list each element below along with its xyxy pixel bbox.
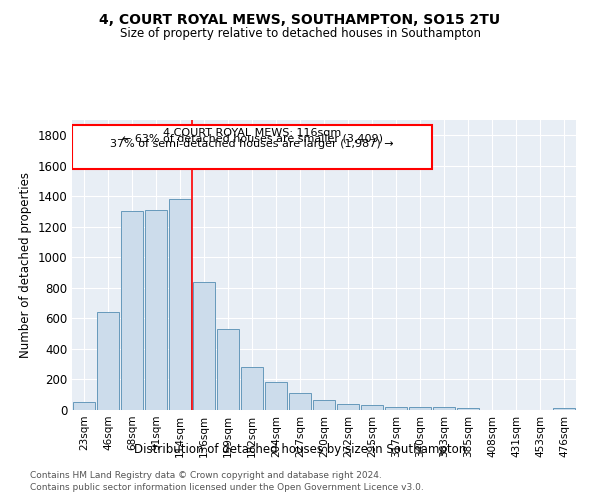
Bar [409, 408, 431, 410]
FancyBboxPatch shape [72, 124, 432, 169]
Bar [265, 382, 287, 410]
Text: Size of property relative to detached houses in Southampton: Size of property relative to detached ho… [119, 28, 481, 40]
Bar [289, 393, 311, 410]
Text: Distribution of detached houses by size in Southampton: Distribution of detached houses by size … [134, 442, 466, 456]
Bar [553, 408, 575, 410]
Text: 37% of semi-detached houses are larger (1,987) →: 37% of semi-detached houses are larger (… [110, 139, 394, 149]
Bar [193, 282, 215, 410]
Bar [145, 210, 167, 410]
Bar [241, 368, 263, 410]
Bar [337, 404, 359, 410]
Text: Contains public sector information licensed under the Open Government Licence v3: Contains public sector information licen… [30, 484, 424, 492]
Bar [433, 408, 455, 410]
Bar [121, 211, 143, 410]
Text: 4 COURT ROYAL MEWS: 116sqm: 4 COURT ROYAL MEWS: 116sqm [163, 128, 341, 138]
Bar [385, 406, 407, 410]
Bar [457, 408, 479, 410]
Bar [217, 329, 239, 410]
Bar [361, 406, 383, 410]
Bar [313, 400, 335, 410]
Text: Contains HM Land Registry data © Crown copyright and database right 2024.: Contains HM Land Registry data © Crown c… [30, 471, 382, 480]
Text: ← 63% of detached houses are smaller (3,409): ← 63% of detached houses are smaller (3,… [121, 134, 383, 143]
Y-axis label: Number of detached properties: Number of detached properties [19, 172, 32, 358]
Bar [73, 402, 95, 410]
Bar [97, 312, 119, 410]
Text: 4, COURT ROYAL MEWS, SOUTHAMPTON, SO15 2TU: 4, COURT ROYAL MEWS, SOUTHAMPTON, SO15 2… [100, 12, 500, 26]
Bar [169, 200, 191, 410]
